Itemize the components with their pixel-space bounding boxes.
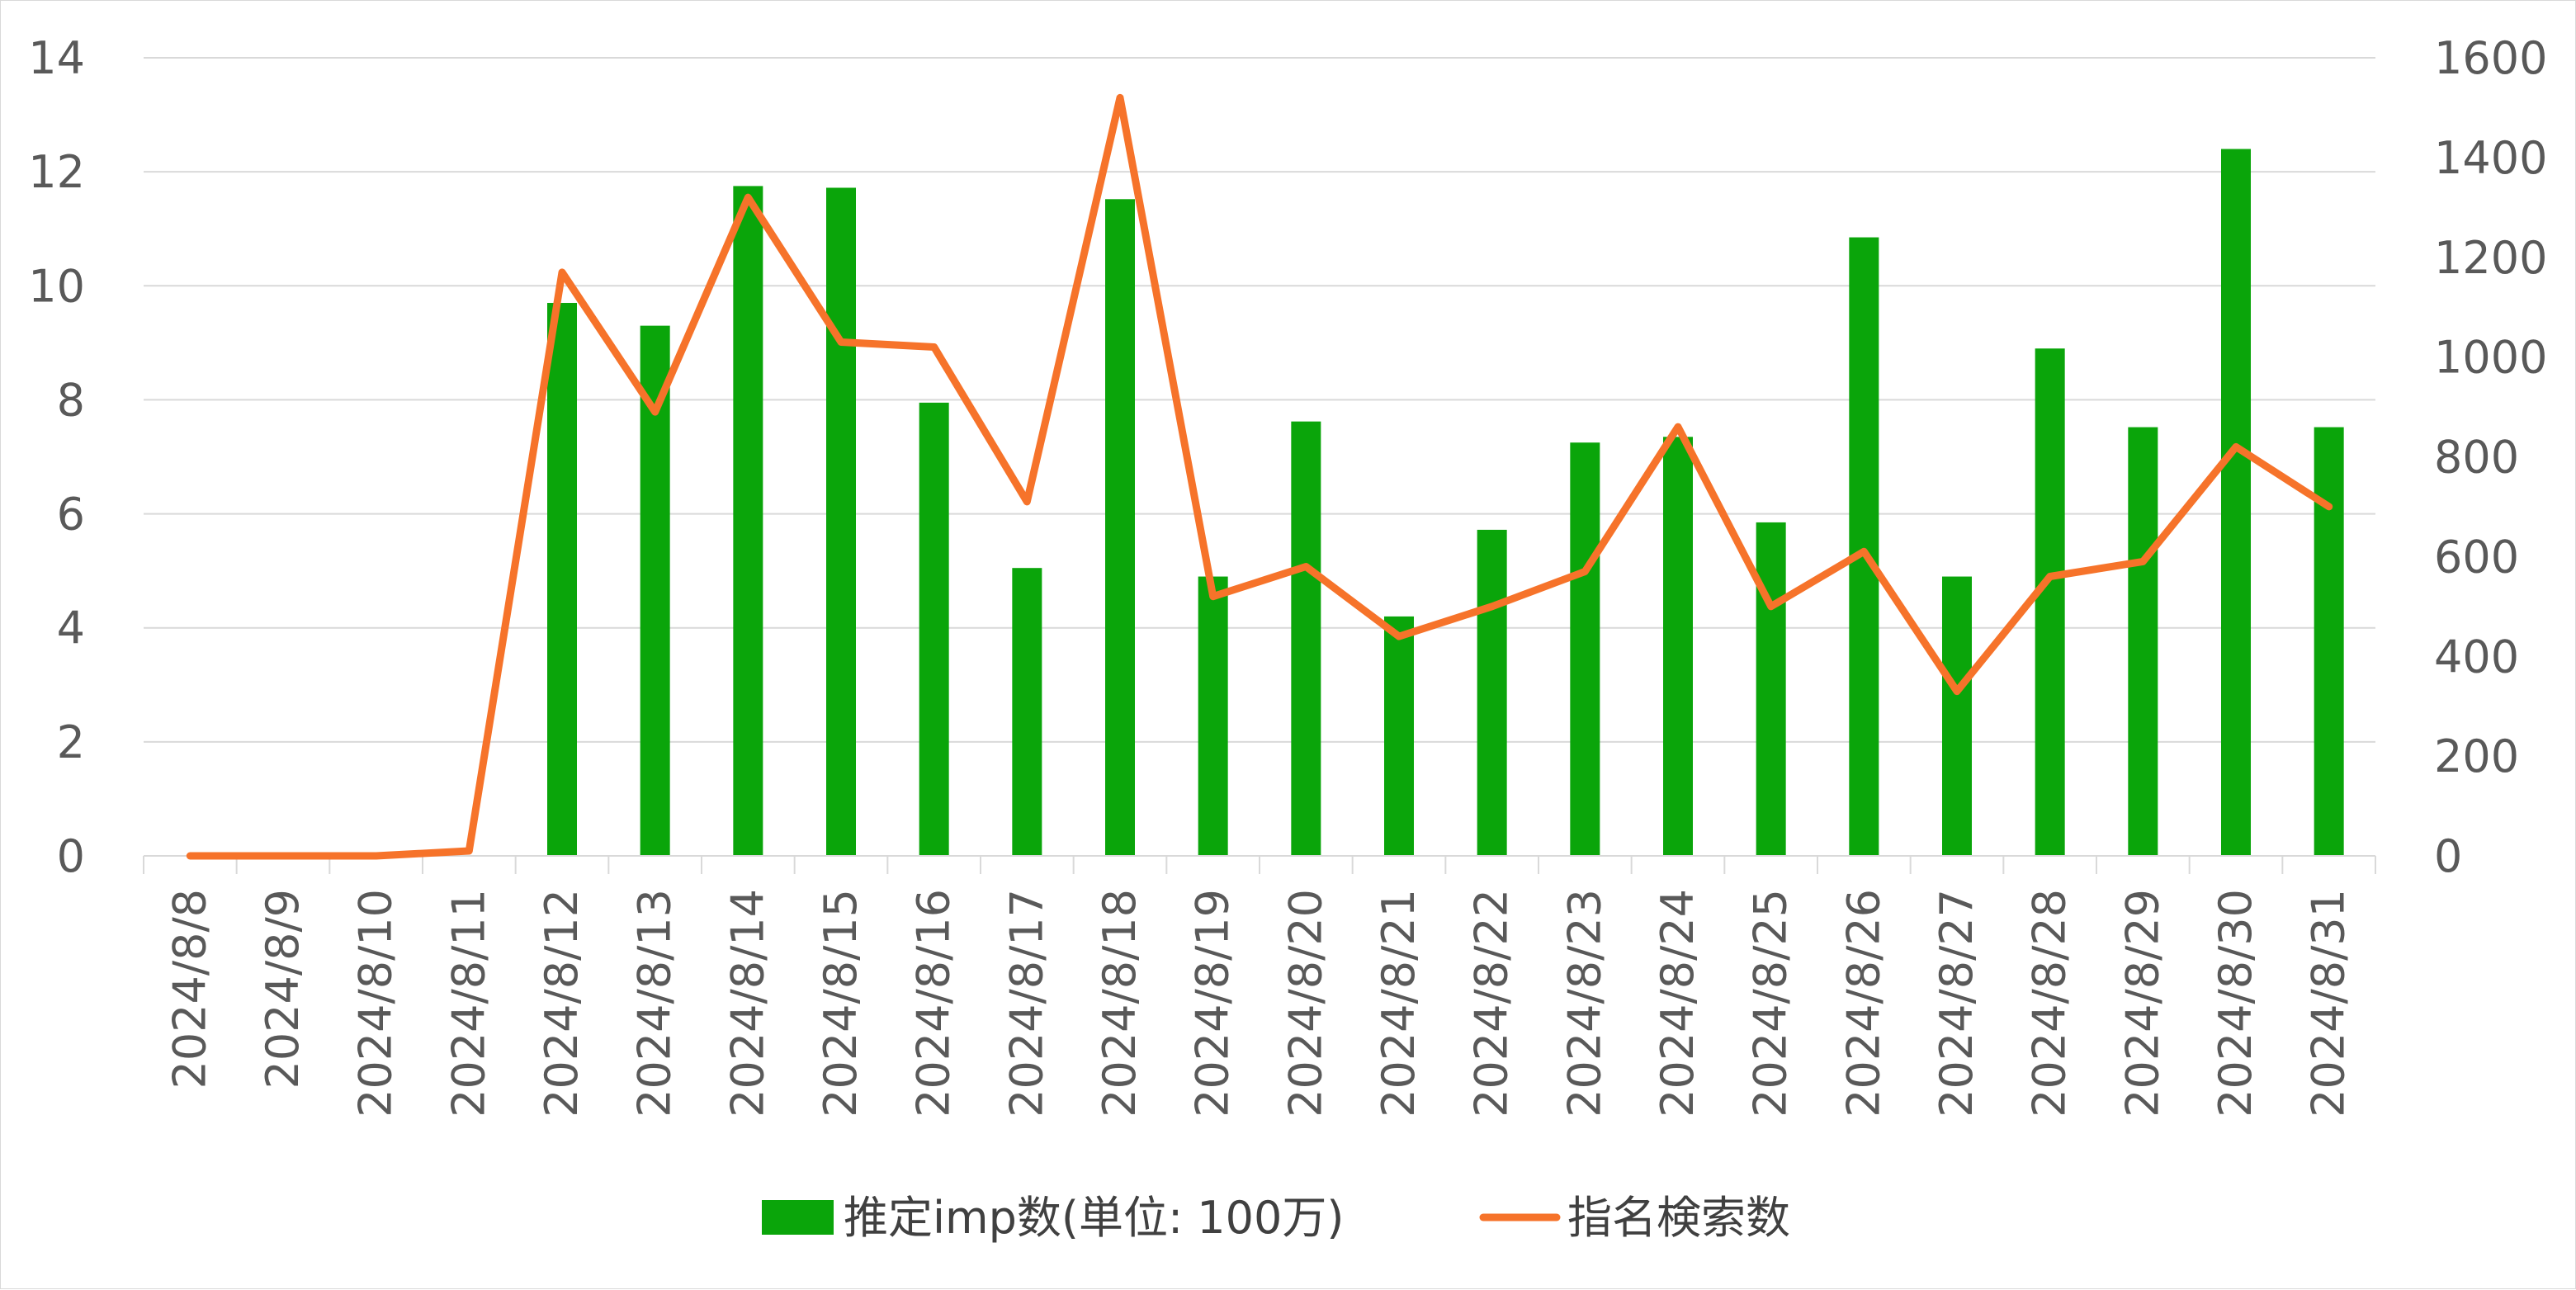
bar xyxy=(1570,442,1600,856)
bar xyxy=(547,303,577,856)
bar xyxy=(2221,149,2251,856)
x-tick-label: 2024/8/18 xyxy=(1094,889,1146,1118)
y-left-tick-label: 14 xyxy=(28,32,85,84)
bar xyxy=(919,402,949,856)
x-tick-label: 2024/8/16 xyxy=(908,889,960,1118)
y-right-tick-label: 1600 xyxy=(2434,32,2547,84)
bar xyxy=(733,186,763,857)
bar xyxy=(2035,348,2065,856)
x-tick-label: 2024/8/9 xyxy=(257,889,309,1089)
x-tick-label: 2024/8/22 xyxy=(1466,889,1518,1118)
bar xyxy=(1291,421,1321,856)
y-right-tick-label: 1400 xyxy=(2434,132,2547,184)
line-series-searches xyxy=(186,93,2333,860)
series-line xyxy=(186,93,2333,860)
bar xyxy=(1663,437,1693,856)
x-axis xyxy=(143,855,2376,874)
legend: 推定imp数(単位: 100万) 指名検索数 xyxy=(762,1192,1790,1244)
bar xyxy=(1849,237,1879,856)
y-left-tick-label: 2 xyxy=(57,716,85,768)
bar-series-imp xyxy=(547,149,2344,857)
x-tick-label: 2024/8/27 xyxy=(1931,889,1983,1118)
x-tick-label: 2024/8/21 xyxy=(1373,889,1425,1118)
x-tick-label: 2024/8/10 xyxy=(350,889,402,1118)
x-tick-label: 2024/8/24 xyxy=(1652,889,1704,1118)
x-tick-label: 2024/8/20 xyxy=(1279,889,1331,1118)
x-tick-label: 2024/8/14 xyxy=(721,889,773,1118)
x-axis-tick-labels: 2024/8/8 2024/8/9 2024/8/10 2024/8/11 2024/8… xyxy=(163,889,2354,1118)
y-right-tick-label: 800 xyxy=(2434,432,2519,484)
legend-swatch-bar xyxy=(762,1200,834,1235)
bar xyxy=(826,187,856,857)
y-left-tick-label: 10 xyxy=(28,260,85,312)
y-right-tick-label: 1200 xyxy=(2434,232,2547,284)
y-right-tick-label: 600 xyxy=(2434,531,2519,583)
bar xyxy=(1477,529,1507,856)
x-tick-label: 2024/8/12 xyxy=(536,889,588,1118)
x-tick-label: 2024/8/29 xyxy=(2116,889,2168,1118)
bar xyxy=(1012,568,1042,856)
y-right-tick-label: 0 xyxy=(2434,830,2462,882)
x-tick-label: 2024/8/15 xyxy=(815,889,867,1118)
y-left-tick-label: 4 xyxy=(57,602,85,654)
y-left-tick-label: 0 xyxy=(57,830,85,882)
bar xyxy=(1942,576,1972,856)
x-tick-label: 2024/8/23 xyxy=(1558,889,1610,1118)
gridlines xyxy=(144,57,2375,743)
y-axis-left: 0 2 4 6 8 10 12 14 xyxy=(28,32,85,882)
bar xyxy=(2314,427,2344,856)
bar xyxy=(1105,199,1135,857)
x-tick-label: 2024/8/25 xyxy=(1745,889,1797,1118)
bar xyxy=(1384,616,1414,856)
y-axis-right: 0 200 400 600 800 1000 1200 1400 1600 xyxy=(2434,32,2547,882)
y-right-tick-label: 1000 xyxy=(2434,332,2547,384)
x-tick-label: 2024/8/17 xyxy=(1000,889,1052,1118)
x-tick-label: 2024/8/13 xyxy=(629,889,681,1118)
x-tick-label: 2024/8/31 xyxy=(2303,889,2355,1118)
y-left-tick-label: 12 xyxy=(28,146,85,198)
x-tick-label: 2024/8/11 xyxy=(442,889,494,1118)
legend-label-line: 指名検索数 xyxy=(1567,1192,1790,1244)
bar xyxy=(1198,576,1228,856)
x-tick-label: 2024/8/26 xyxy=(1837,889,1889,1118)
y-right-tick-label: 200 xyxy=(2434,730,2519,782)
x-tick-label: 2024/8/8 xyxy=(163,889,215,1089)
y-left-tick-label: 6 xyxy=(57,489,85,541)
y-right-tick-label: 400 xyxy=(2434,631,2519,683)
x-tick-label: 2024/8/19 xyxy=(1187,889,1239,1118)
x-tick-label: 2024/8/30 xyxy=(2210,889,2262,1118)
bar xyxy=(2128,427,2158,856)
legend-label-bar: 推定imp数(単位: 100万) xyxy=(844,1192,1344,1244)
x-tick-label: 2024/8/28 xyxy=(2024,889,2076,1118)
bar xyxy=(1756,522,1786,856)
y-left-tick-label: 8 xyxy=(57,374,85,426)
